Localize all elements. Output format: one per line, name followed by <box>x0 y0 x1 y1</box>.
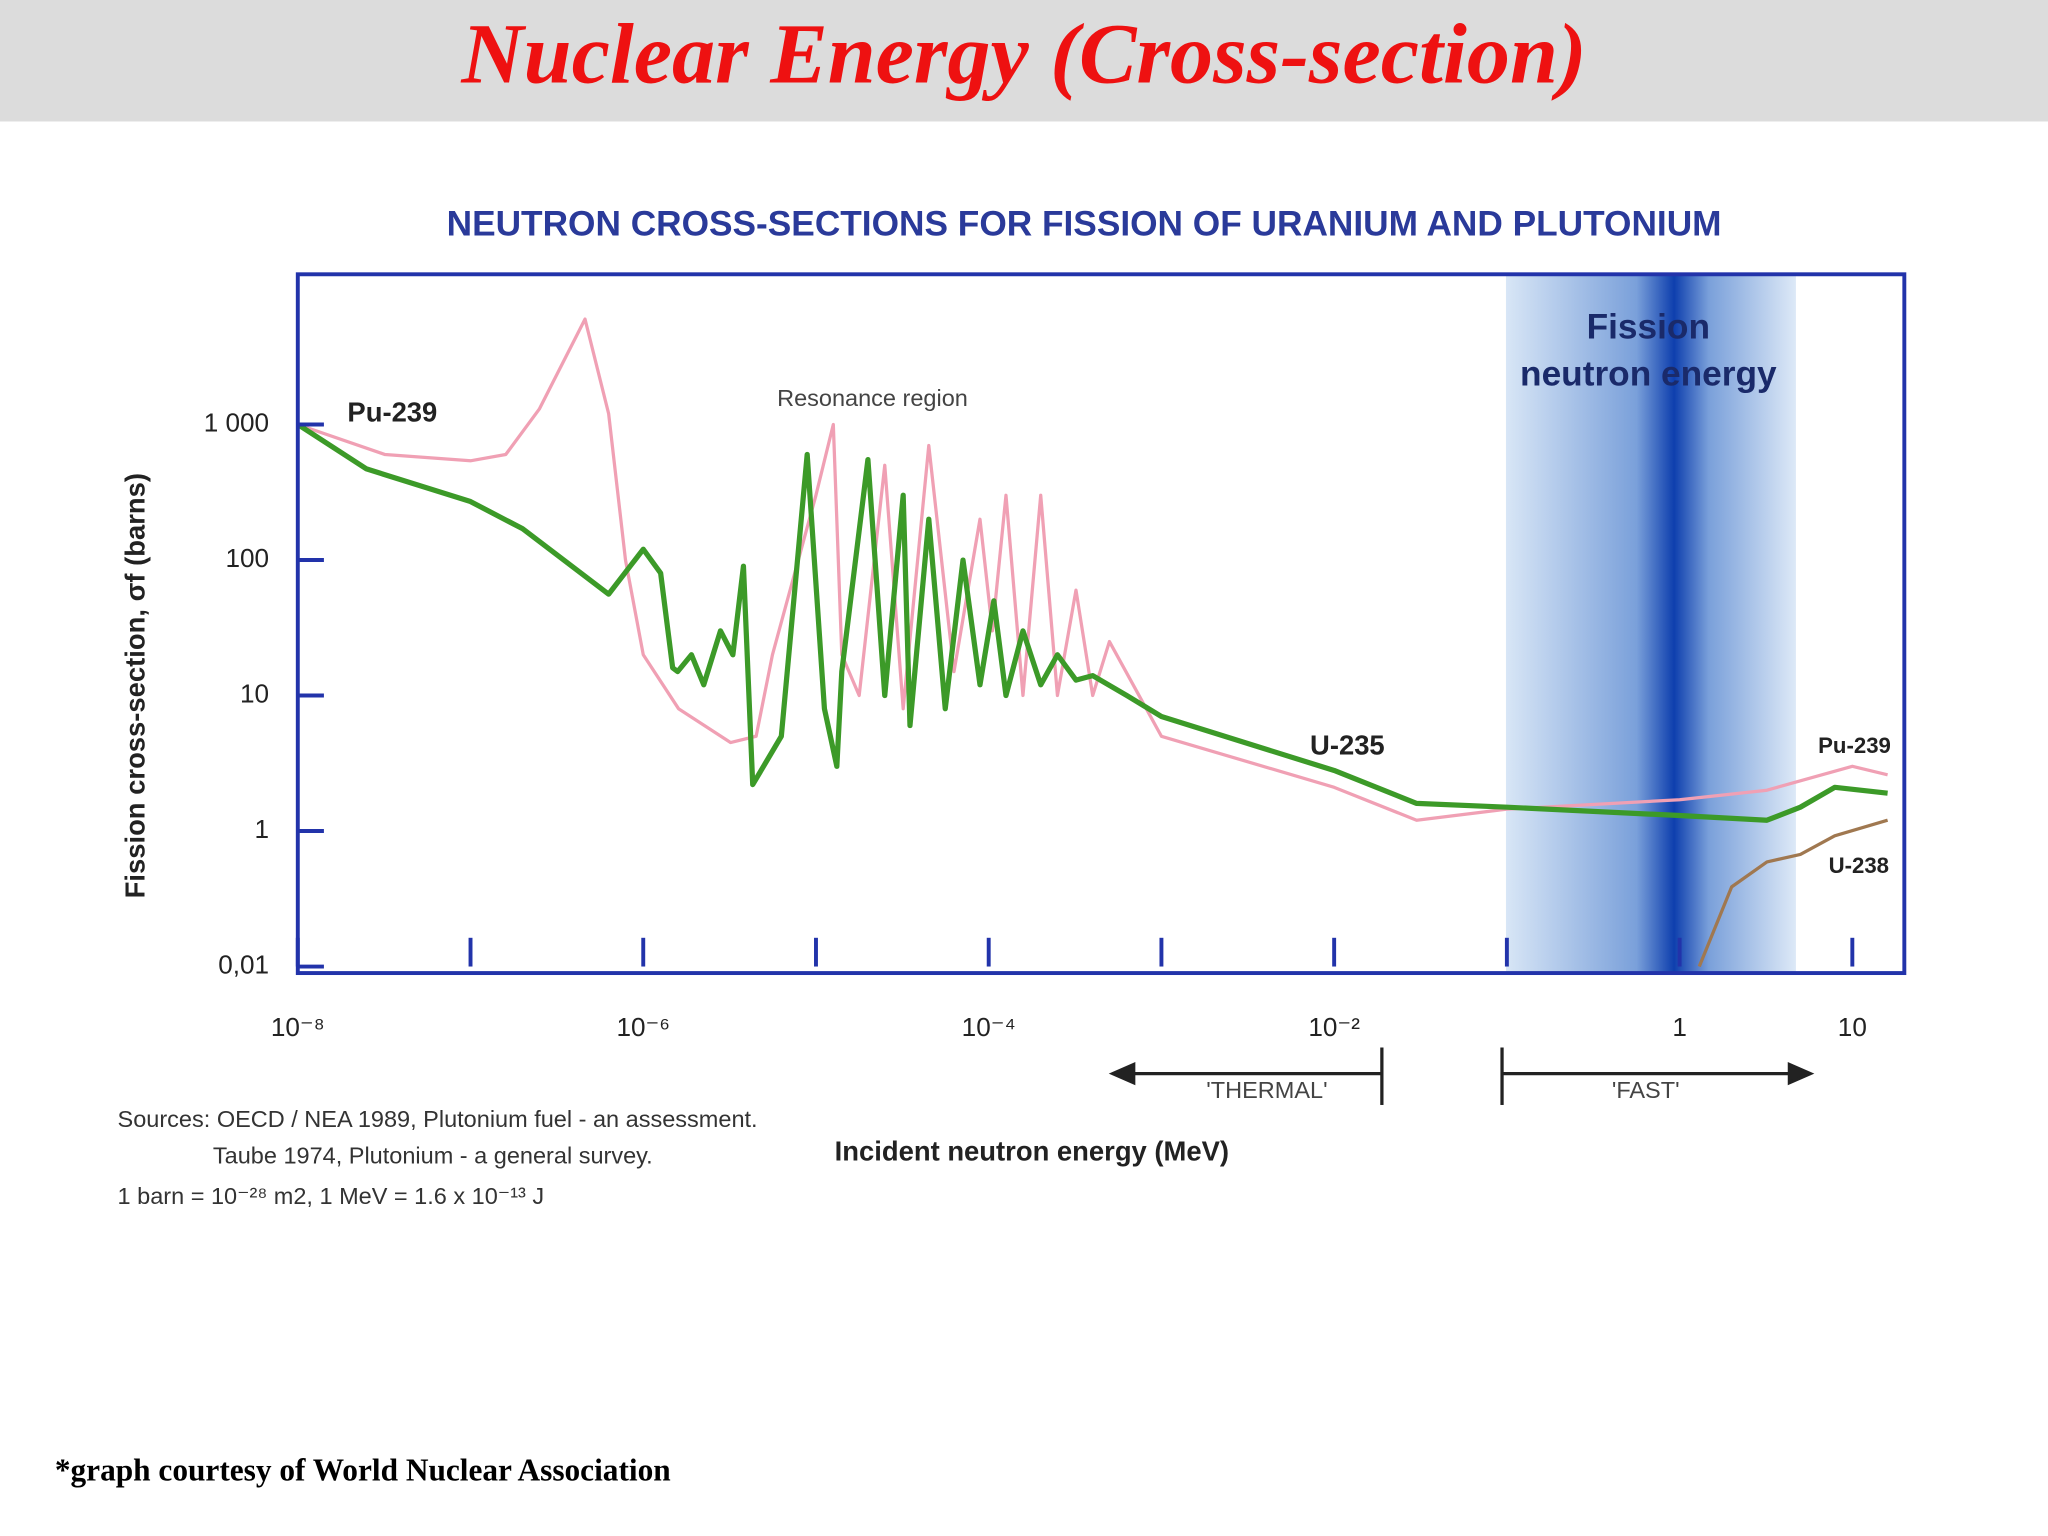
x-tick-label: 10⁻⁶ <box>616 1012 670 1042</box>
curve-label: U-238 <box>1829 853 1889 878</box>
x-tick-label: 10⁻² <box>1308 1012 1360 1042</box>
footer: *graph courtesy of World Nuclear Associa… <box>55 1452 671 1487</box>
chart-title: NEUTRON CROSS-SECTIONS FOR FISSION OF UR… <box>447 204 1722 243</box>
fission-band <box>1505 274 1796 974</box>
source-line: Sources: OECD / NEA 1989, Plutonium fuel… <box>118 1106 758 1132</box>
y-tick-label: 1 000 <box>204 407 269 437</box>
curve-label: Pu-239 <box>347 396 437 427</box>
series-line <box>297 317 1888 822</box>
x-tick-label: 10⁻⁴ <box>962 1012 1016 1042</box>
annotation: 'THERMAL' <box>1206 1077 1327 1103</box>
band-label: Fission <box>1587 307 1710 346</box>
y-tick-label: 10 <box>240 678 269 708</box>
curve-label: U-235 <box>1310 729 1385 760</box>
title-bar <box>0 0 2048 122</box>
plot <box>296 317 1889 968</box>
y-tick-label: 1 <box>255 814 270 844</box>
x-tick-label: 10 <box>1838 1012 1867 1042</box>
band-label: neutron energy <box>1520 354 1777 393</box>
plot-frame <box>295 272 1907 976</box>
slide-title: Nuclear Energy (Cross-section) <box>460 5 1586 101</box>
x-tick-label: 10⁻⁸ <box>271 1012 325 1042</box>
annotation: Resonance region <box>777 385 968 411</box>
curve-label: Pu-239 <box>1818 733 1891 758</box>
series-line <box>296 422 1888 823</box>
source-line: 1 barn = 10⁻²⁸ m2, 1 MeV = 1.6 x 10⁻¹³ J <box>118 1183 545 1209</box>
thermal-arrow <box>1108 1047 1815 1105</box>
annotation: 'FAST' <box>1612 1077 1680 1103</box>
series-line <box>1697 818 1889 968</box>
x-tick-label: 1 <box>1672 1012 1687 1042</box>
source-line: Taube 1974, Plutonium - a general survey… <box>213 1142 653 1168</box>
y-axis-title: Fission cross-section, σf (barns) <box>119 473 150 898</box>
y-tick-label: 100 <box>225 543 269 573</box>
x-axis-title: Incident neutron energy (MeV) <box>835 1136 1229 1167</box>
y-tick-label: 0,01 <box>218 949 269 979</box>
